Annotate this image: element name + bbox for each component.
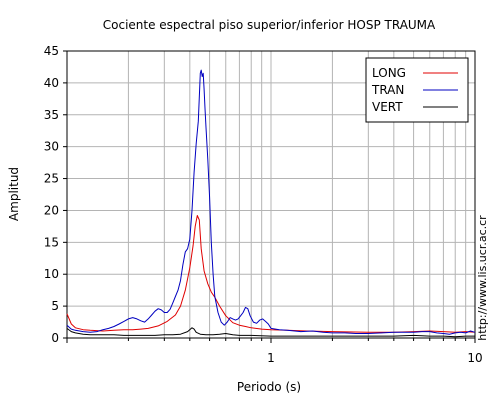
x-tick-label: 1: [267, 351, 275, 365]
y-tick-label: 5: [51, 299, 59, 313]
y-tick-label: 35: [44, 108, 59, 122]
series-lines: [66, 69, 476, 338]
axis-ticks: 0 5 10 15 20 25 30 35 40 45 1 10: [44, 44, 483, 365]
y-axis-label: Amplitud: [7, 167, 21, 221]
y-tick-label: 15: [44, 235, 59, 249]
legend-label-tran: TRAN: [371, 83, 404, 97]
y-tick-label: 10: [44, 267, 59, 281]
side-url-text: http://www.lis.ucr.ac.cr: [476, 215, 489, 341]
y-tick-label: 45: [44, 44, 59, 58]
y-tick-label: 20: [44, 203, 59, 217]
y-tick-label: 30: [44, 140, 59, 154]
chart-title: Cociente espectral piso superior/inferio…: [103, 18, 436, 32]
y-tick-label: 0: [51, 331, 59, 345]
series-line-vert: [66, 327, 475, 338]
legend-label-vert: VERT: [372, 100, 403, 114]
series-line-long: [66, 215, 476, 333]
legend: LONG TRAN VERT: [365, 57, 469, 123]
y-tick-label: 40: [44, 76, 59, 90]
x-axis-label: Periodo (s): [237, 380, 301, 394]
x-tick-label: 10: [467, 351, 482, 365]
legend-label-long: LONG: [372, 66, 406, 80]
y-tick-label: 25: [44, 172, 59, 186]
series-line-tran: [66, 69, 476, 335]
